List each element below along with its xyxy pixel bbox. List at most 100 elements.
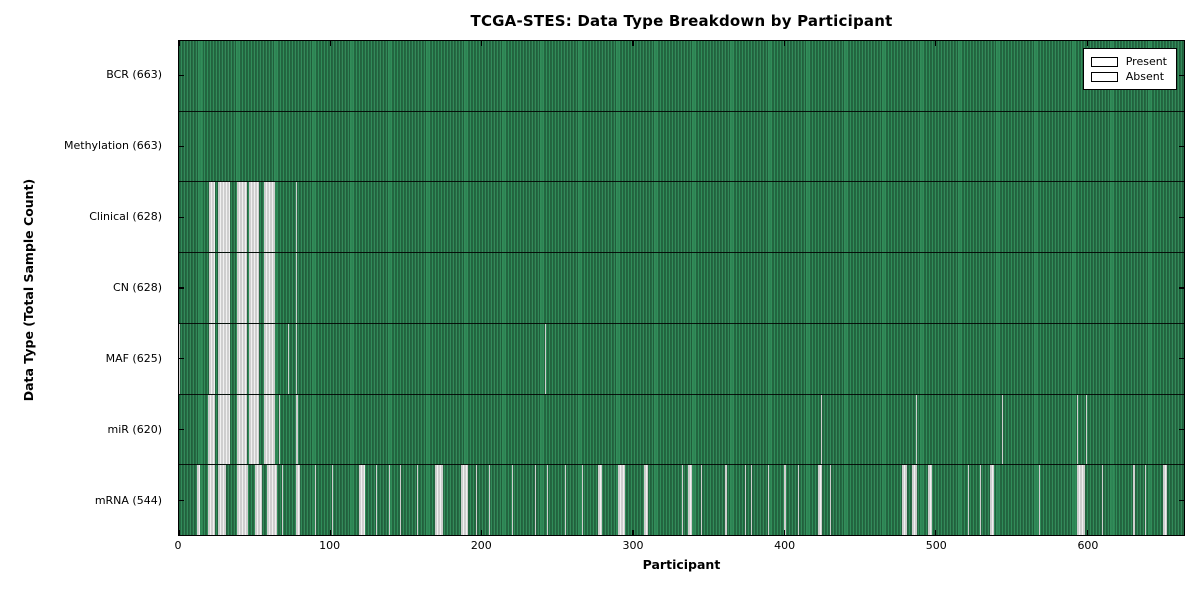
x-tick-mark	[1086, 530, 1088, 535]
y-tick-label-cn: CN (628)	[113, 281, 162, 294]
absent-stripe	[829, 465, 831, 536]
absent-stripe	[236, 182, 247, 253]
x-tick-mark	[481, 530, 483, 535]
absent-stripe	[1144, 465, 1146, 536]
absent-stripe	[798, 465, 800, 536]
absent-stripe	[248, 253, 259, 323]
absent-stripe	[218, 182, 231, 253]
absent-stripe	[489, 465, 491, 536]
y-tick-label-maf: MAF (625)	[105, 351, 162, 365]
absent-stripe	[263, 323, 276, 394]
y-tick-label-mrna: mRNA (544)	[94, 493, 162, 507]
absent-stripe	[1162, 465, 1167, 536]
absent-stripe	[1102, 465, 1104, 536]
x-tick-mark	[329, 530, 331, 535]
absent-stripe	[745, 465, 747, 536]
x-tick-label-500: 500	[925, 539, 947, 552]
y-tick-mark	[1179, 429, 1184, 431]
absent-stripe	[254, 465, 262, 536]
absent-stripe	[1085, 394, 1087, 465]
x-tick-mark	[178, 530, 180, 535]
absent-stripe	[236, 394, 247, 465]
legend: Present Absent	[1082, 48, 1177, 90]
legend-item-absent: Absent	[1090, 69, 1167, 84]
absent-stripe	[617, 465, 626, 536]
present-swatch	[1090, 56, 1118, 67]
absent-stripe	[248, 394, 259, 465]
x-tick-mark	[481, 41, 483, 46]
absent-stripe	[564, 465, 567, 536]
x-tick-label-100: 100	[319, 539, 341, 552]
y-tick-label-mir: miR (620)	[107, 422, 163, 436]
absent-stripe	[236, 323, 247, 394]
x-tick-mark	[783, 41, 785, 46]
absent-stripe	[511, 465, 514, 536]
absent-stripe	[209, 253, 215, 323]
absent-stripe	[263, 394, 276, 465]
absent-swatch	[1090, 71, 1118, 82]
x-tick-label-200: 200	[470, 539, 492, 552]
y-tick-mark	[1179, 145, 1184, 147]
absent-stripe	[902, 465, 907, 536]
legend-absent-label: Absent	[1125, 69, 1165, 83]
absent-stripe	[967, 465, 969, 536]
x-tick-label-0: 0	[174, 539, 182, 552]
legend-item-present: Present	[1090, 54, 1167, 69]
absent-stripe	[295, 253, 297, 323]
y-tick-mark	[179, 287, 184, 289]
x-tick-label-300: 300	[622, 539, 644, 552]
y-tick-mark	[179, 74, 184, 77]
y-tick-mark	[1179, 216, 1184, 218]
absent-stripe	[598, 465, 603, 536]
absent-stripe	[278, 394, 280, 465]
absent-stripe	[916, 394, 918, 465]
x-tick-label-400: 400	[774, 539, 796, 552]
absent-stripe	[681, 465, 683, 536]
y-tick-mark	[1179, 287, 1184, 289]
x-tick-mark	[632, 41, 634, 46]
absent-stripe	[375, 465, 377, 536]
absent-stripe	[266, 465, 277, 536]
absent-stripe	[687, 465, 692, 536]
y-tick-mark	[179, 358, 184, 360]
legend-present-label: Present	[1125, 54, 1167, 68]
absent-stripe	[701, 465, 703, 536]
y-tick-mark	[1179, 74, 1184, 77]
absent-stripe	[295, 394, 299, 465]
absent-stripe	[767, 465, 769, 536]
x-tick-label-600: 600	[1077, 539, 1099, 552]
y-tick-label-bcr: BCR (663)	[106, 68, 162, 82]
absent-stripe	[416, 465, 418, 536]
x-tick-mark	[329, 41, 331, 46]
absent-stripe	[218, 253, 231, 323]
absent-stripe	[315, 465, 317, 536]
row-bcr	[179, 41, 1184, 112]
y-tick-labels: BCR (663) Methylation (663) Clinical (628)…	[0, 40, 170, 536]
absent-stripe	[218, 323, 231, 394]
absent-stripe	[263, 182, 276, 253]
x-tick-mark	[632, 530, 634, 535]
x-tick-mark	[783, 530, 785, 535]
absent-stripe	[209, 323, 215, 394]
absent-stripe	[546, 465, 548, 536]
absent-stripe	[1002, 394, 1004, 465]
absent-stripe	[784, 465, 786, 536]
absent-stripe	[581, 465, 583, 536]
absent-stripe	[911, 465, 918, 536]
x-tick-labels: 0 100 200 300 400 500 600	[174, 539, 1185, 555]
row-maf	[179, 323, 1184, 395]
y-tick-mark	[179, 145, 184, 147]
absent-stripe	[389, 465, 391, 536]
absent-stripe	[534, 465, 536, 536]
absent-stripe	[331, 465, 333, 536]
absent-stripe	[545, 323, 547, 394]
row-mrna	[179, 465, 1184, 536]
absent-stripe	[218, 394, 231, 465]
absent-stripe	[209, 182, 215, 253]
absent-stripe	[218, 465, 226, 536]
absent-stripe	[1076, 394, 1078, 465]
x-tick-mark	[935, 530, 937, 535]
row-methylation	[179, 111, 1184, 183]
absent-stripe	[1038, 465, 1040, 536]
